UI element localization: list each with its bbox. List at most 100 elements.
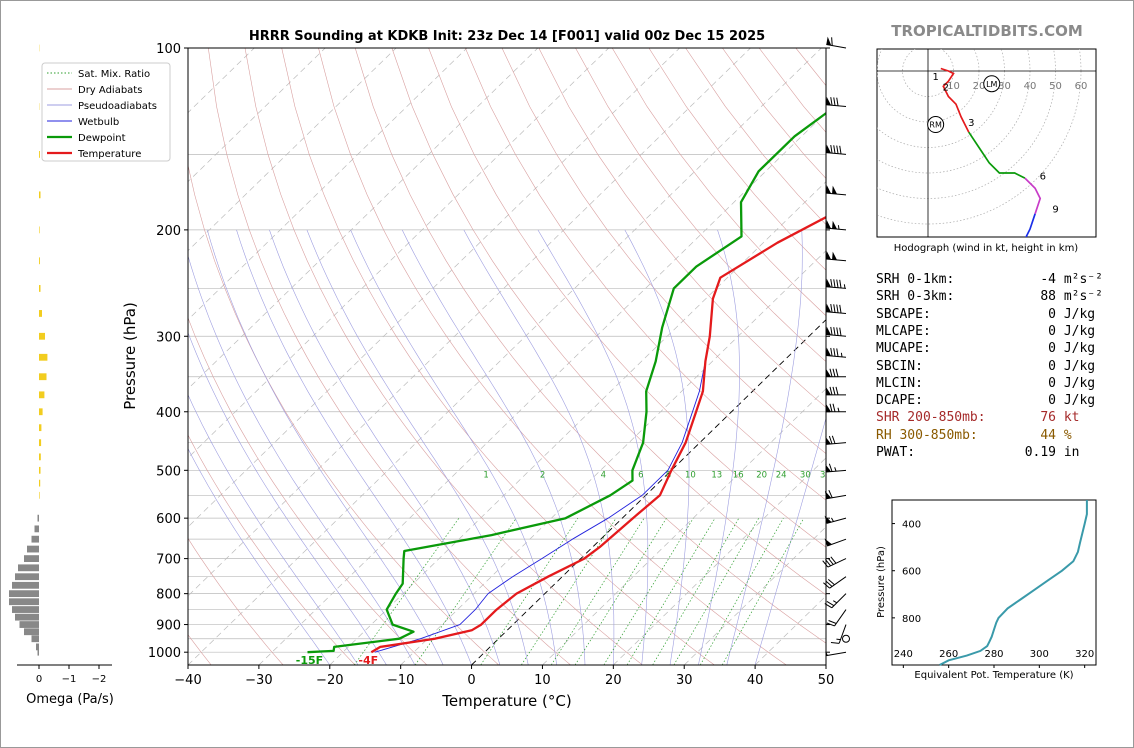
x-tick-label: 30: [676, 673, 693, 688]
wind-barb-staff: [826, 334, 847, 337]
index-label: MLCAPE:: [876, 323, 931, 339]
y-tick-label: 500: [156, 464, 181, 479]
pseudoadiabat-line: [207, 229, 444, 665]
wind-barb-full: [830, 347, 833, 357]
index-label: PWAT:: [876, 445, 916, 460]
index-row: MLCAPE: 0 J/kg: [876, 324, 1095, 339]
surface-dewpoint-label: -15F: [296, 654, 323, 667]
omega-bar: [24, 555, 39, 563]
wind-barb-full: [833, 145, 836, 154]
x-tick-label: −20: [316, 673, 343, 688]
mixing-ratio-line: [550, 517, 645, 665]
omega-bar: [9, 590, 39, 598]
y-tick-label: 400: [156, 406, 181, 421]
legend-label: Dewpoint: [78, 133, 126, 144]
index-unit: J/kg: [1056, 358, 1096, 374]
wind-barb-half: [833, 600, 838, 604]
wind-barb-pennant: [826, 220, 832, 229]
index-unit: m²s⁻²: [1056, 289, 1103, 305]
index-row: SBCIN: 0 J/kg: [876, 359, 1095, 374]
wind-barb-full: [836, 145, 839, 154]
index-unit: kt: [1056, 410, 1080, 426]
dewpoint-profile: [307, 111, 826, 654]
pseudoadiabat-line: [624, 229, 690, 665]
theta-x-tick-label: 280: [984, 649, 1003, 660]
wind-barb-full: [826, 622, 835, 627]
wind-barb-full: [836, 304, 839, 313]
omega-bar: [39, 424, 42, 432]
index-label: MLCIN:: [876, 375, 923, 391]
mixing-ratio-label: 20: [756, 471, 767, 481]
index-value: 88: [1040, 289, 1056, 305]
wind-barb-full: [830, 304, 833, 313]
x-tick-label: 0: [467, 673, 475, 688]
wind-barb-half: [825, 651, 828, 656]
wind-barb-full: [828, 435, 833, 445]
index-row: SRH 0-3km: 88 m²s⁻²: [876, 289, 1103, 304]
legend-label: Pseudoadiabats: [78, 101, 157, 112]
dry-adiabat-line: [281, 48, 715, 665]
omega-bar: [39, 466, 41, 474]
dry-adiabat-line: [354, 48, 826, 644]
dry-adiabat-line: [428, 48, 826, 548]
wind-barb-staff: [827, 558, 847, 568]
wind-barb-full: [832, 386, 836, 395]
wind-barb-pennant: [832, 251, 838, 261]
index-row: MUCAPE: 0 J/kg: [876, 341, 1095, 356]
legend-label: Sat. Mix. Ratio: [78, 69, 150, 80]
wind-barb-full: [833, 327, 836, 336]
wind-barb-pennant: [826, 144, 832, 154]
theta-x-tick-label: 320: [1075, 649, 1094, 660]
wind-barb-staff: [826, 286, 847, 289]
index-value: 0: [1048, 323, 1056, 339]
wind-barb-staff: [826, 651, 847, 657]
surface-temperature-label: -4F: [358, 654, 378, 667]
omega-bar: [39, 439, 42, 447]
hodograph-title: Hodograph (wind in kt, height in km): [894, 243, 1079, 254]
index-value: 0: [1048, 341, 1056, 357]
theta-x-tick-label: 260: [939, 649, 958, 660]
mixing-ratio-label: 13: [711, 471, 722, 481]
wind-barb-pennant: [832, 220, 838, 230]
y-tick-label: 900: [156, 619, 181, 634]
chart-title: HRRR Sounding at KDKB Init: 23z Dec 14 […: [249, 29, 765, 44]
wind-barb-full: [835, 386, 839, 395]
index-value: -4: [1040, 272, 1056, 287]
omega-bar: [39, 332, 45, 340]
omega-bar: [39, 491, 40, 499]
dry-adiabat-line: [188, 317, 428, 665]
storm-motion-label: LM: [986, 80, 997, 89]
omega-bar: [39, 257, 40, 265]
omega-bar: [18, 564, 39, 572]
y-tick-label: 100: [156, 42, 181, 57]
theta-e-plot: 240 260 280 300 320 400 600 800 Equivalent Pot.…: [876, 499, 1097, 681]
pseudoadiabat-line: [188, 254, 416, 665]
brand-watermark: TROPICALTIDBITS.COM: [891, 22, 1083, 40]
dry-adiabat-line: [318, 48, 787, 665]
pseudoadiabat-line: [754, 417, 826, 665]
wind-barb-full: [823, 582, 830, 589]
wind-barb-full: [833, 348, 836, 357]
dry-adiabat-line: [208, 48, 571, 665]
isotherm-line: [329, 181, 826, 665]
mixing-ratio-label: 24: [776, 471, 787, 481]
hodograph-height-label: 3: [968, 118, 974, 129]
wind-barb-full: [830, 278, 833, 288]
index-row: RH 300-850mb: 44 %: [876, 428, 1072, 443]
mixing-ratio-line: [626, 517, 716, 665]
isotherm-line: [188, 48, 680, 528]
wind-barb-full: [829, 403, 833, 412]
pseudoadiabat-line: [698, 229, 740, 665]
index-unit: m²s⁻²: [1056, 272, 1103, 287]
index-value: 44: [1040, 427, 1056, 443]
dry-adiabat-line: [188, 537, 284, 665]
wind-barb-pennant: [825, 436, 832, 445]
pseudoadiabat-line: [350, 229, 557, 665]
theta-e-ylabel: Pressure (hPa): [876, 546, 887, 618]
wind-barb-full: [830, 556, 837, 564]
omega-bar: [12, 606, 39, 613]
skewt-ylabel: Pressure (hPa): [121, 302, 139, 410]
wind-barb-full: [833, 304, 836, 313]
index-unit: J/kg: [1056, 341, 1096, 357]
omega-bar: [39, 373, 47, 381]
